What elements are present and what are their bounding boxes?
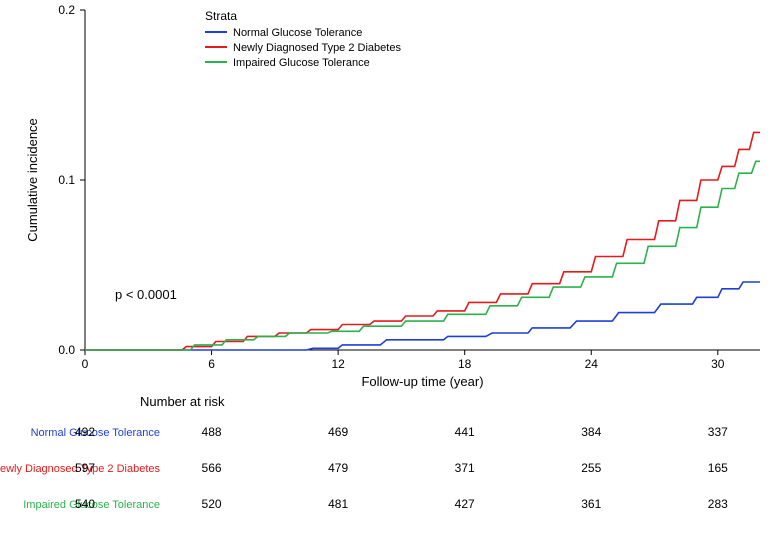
risk-cell: 441 bbox=[455, 425, 475, 439]
x-tick-label: 6 bbox=[208, 357, 215, 371]
x-tick-label: 24 bbox=[585, 357, 599, 371]
x-tick-label: 18 bbox=[458, 357, 472, 371]
x-axis-title: Follow-up time (year) bbox=[361, 374, 483, 389]
legend-title: Strata bbox=[205, 9, 237, 23]
risk-cell: 481 bbox=[328, 497, 348, 511]
risk-row-label: Normal Glucose Tolerance bbox=[31, 427, 160, 439]
risk-cell: 165 bbox=[708, 461, 728, 475]
y-tick-label: 0.2 bbox=[58, 3, 75, 17]
chart-bg bbox=[0, 0, 777, 543]
x-tick-label: 0 bbox=[82, 357, 89, 371]
risk-cell: 337 bbox=[708, 425, 728, 439]
risk-cell: 488 bbox=[202, 425, 222, 439]
x-tick-label: 12 bbox=[331, 357, 345, 371]
legend-label: Impaired Glucose Tolerance bbox=[233, 57, 370, 69]
risk-cell: 492 bbox=[75, 425, 95, 439]
y-tick-label: 0.0 bbox=[58, 343, 75, 357]
risk-cell: 361 bbox=[581, 497, 601, 511]
risk-cell: 469 bbox=[328, 425, 348, 439]
x-tick-label: 30 bbox=[711, 357, 725, 371]
risk-cell: 566 bbox=[202, 461, 222, 475]
risk-cell: 427 bbox=[455, 497, 475, 511]
legend-label: Newly Diagnosed Type 2 Diabetes bbox=[233, 42, 401, 54]
risk-cell: 520 bbox=[202, 497, 222, 511]
risk-cell: 384 bbox=[581, 425, 601, 439]
risk-cell: 540 bbox=[75, 497, 95, 511]
km-chart-svg: 0 6 12 18 24 30 0.0 0.1 0.2 Follow-up time (year)… bbox=[0, 0, 777, 543]
km-chart-container: 0 6 12 18 24 30 0.0 0.1 0.2 Follow-up time (year)… bbox=[0, 0, 777, 543]
risk-cell: 255 bbox=[581, 461, 601, 475]
risk-cell: 371 bbox=[455, 461, 475, 475]
pvalue-text: p < 0.0001 bbox=[115, 287, 177, 302]
risk-cell: 597 bbox=[75, 461, 95, 475]
y-tick-label: 0.1 bbox=[58, 173, 75, 187]
risk-cell: 283 bbox=[708, 497, 728, 511]
y-axis-title: Cumulative incidence bbox=[25, 118, 40, 242]
risk-cell: 479 bbox=[328, 461, 348, 475]
legend-label: Normal Glucose Tolerance bbox=[233, 27, 362, 39]
risk-table-title: Number at risk bbox=[140, 394, 225, 409]
